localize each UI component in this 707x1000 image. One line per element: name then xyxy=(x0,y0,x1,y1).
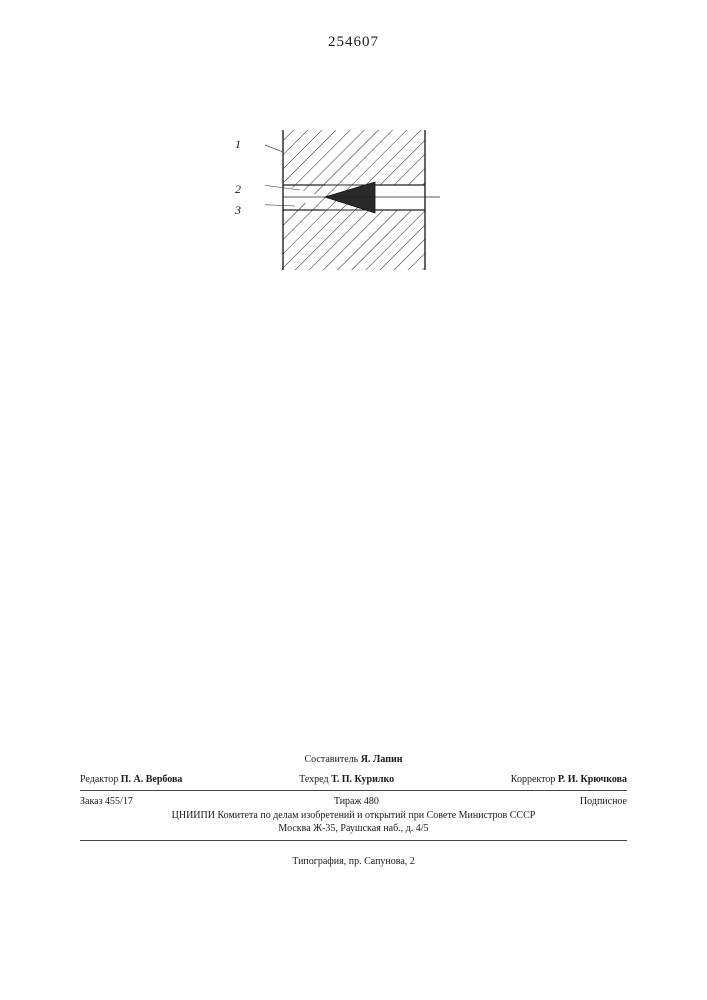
publisher-line-1: ЦНИИПИ Комитета по делам изобретений и о… xyxy=(80,809,627,823)
credits-block: Составитель Я. Лапин Редактор П. А. Верб… xyxy=(80,753,627,868)
corrector-cell: Корректор Р. И. Крючкова xyxy=(511,773,627,787)
techred-label: Техред xyxy=(299,774,328,785)
publisher-line-2: Москва Ж-35, Раушская наб., д. 4/5 xyxy=(80,822,627,836)
callout-3: 3 xyxy=(235,204,241,216)
order-number: Заказ 455/17 xyxy=(80,795,133,809)
compiled-by-label: Составитель xyxy=(304,754,358,765)
divider-1 xyxy=(80,790,627,791)
callout-2: 2 xyxy=(235,183,241,195)
callout-1: 1 xyxy=(235,138,241,150)
corrector-label: Корректор xyxy=(511,774,556,785)
corrector-name: Р. И. Крючкова xyxy=(558,774,627,785)
divider-2 xyxy=(80,840,627,841)
editor-name: П. А. Вербова xyxy=(121,774,183,785)
editor-label: Редактор xyxy=(80,774,118,785)
compiled-by-name: Я. Лапин xyxy=(361,754,403,765)
podpisnoe: Подписное xyxy=(580,795,627,809)
tirazh: Тираж 480 xyxy=(334,795,379,809)
document-number: 254607 xyxy=(0,34,707,51)
editor-cell: Редактор П. А. Вербова xyxy=(80,773,182,787)
techred-name: Т. П. Курилко xyxy=(331,774,394,785)
page: 254607 xyxy=(0,0,707,1000)
techred-cell: Техред Т. П. Курилко xyxy=(299,773,394,787)
technical-figure xyxy=(265,130,440,270)
typography-line: Типография, пр. Сапунова, 2 xyxy=(80,855,627,869)
